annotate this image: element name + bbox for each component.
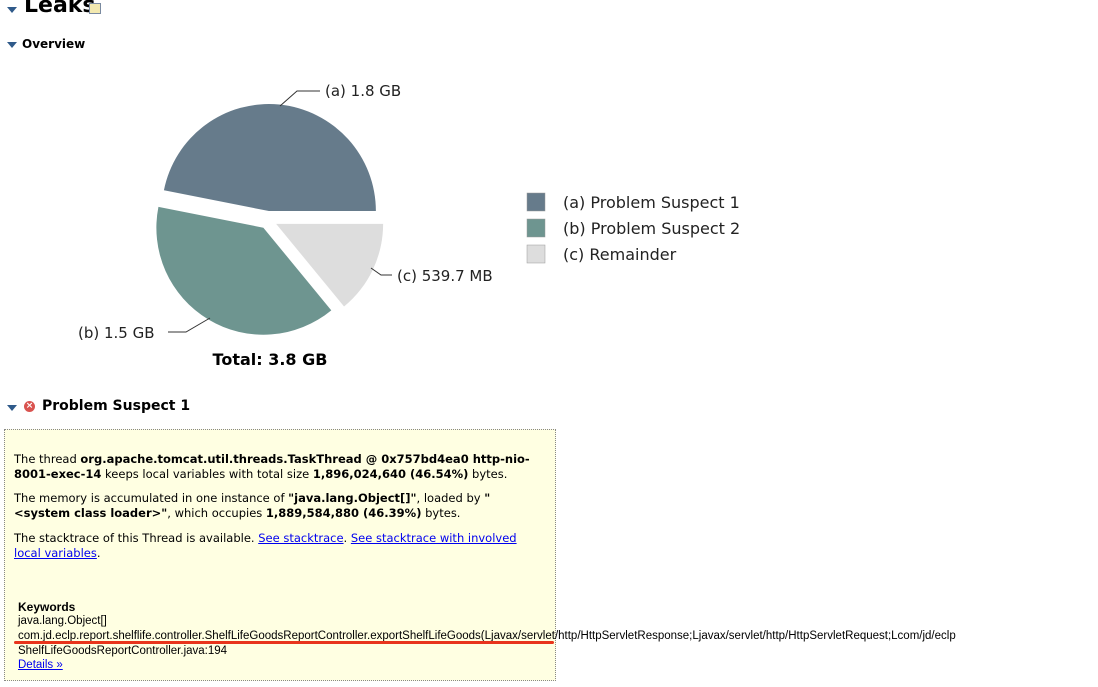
chart-total: Total: 3.8 GB	[213, 350, 328, 369]
label-leader-line	[279, 90, 320, 107]
collapse-overview-toggle[interactable]	[7, 42, 17, 48]
suspect-heading: Problem Suspect 1	[42, 398, 191, 414]
suspect-details-box: The thread org.apache.tomcat.util.thread…	[4, 429, 956, 681]
see-stacktrace-link[interactable]: See stacktrace	[258, 531, 344, 545]
report-icon[interactable]	[89, 3, 101, 14]
pie-slice-a[interactable]	[163, 104, 376, 212]
memory-description: The memory is accumulated in one instanc…	[14, 491, 491, 520]
legend-label: (c) Remainder	[563, 245, 677, 264]
overview-heading: Overview	[22, 37, 86, 51]
details-link[interactable]: Details »	[18, 659, 63, 671]
thread-description: The thread org.apache.tomcat.util.thread…	[14, 452, 530, 481]
collapse-leaks-toggle[interactable]	[7, 7, 17, 13]
stacktrace-description: The stacktrace of this Thread is availab…	[14, 531, 517, 560]
legend-label: (a) Problem Suspect 1	[563, 193, 740, 212]
slice-label: (a) 1.8 GB	[325, 82, 401, 100]
slice-label: (c) 539.7 MB	[397, 267, 493, 285]
see-stacktrace-variables-link[interactable]: See stacktrace with involved local varia…	[14, 531, 517, 560]
pie-chart: (a) 1.8 GB (b) 1.5 GB (c) 539.7 MB (a) Pro…	[78, 82, 740, 369]
pie-slice-b[interactable]	[156, 206, 332, 335]
legend-swatch	[526, 192, 546, 212]
keywords-heading: Keywords	[18, 600, 76, 614]
highlight-underline	[14, 641, 554, 644]
label-leader-line	[168, 317, 211, 333]
page-title: Leaks	[24, 0, 96, 18]
pie-slice-c[interactable]	[276, 223, 384, 307]
legend-label: (b) Problem Suspect 2	[563, 219, 740, 238]
details-link-wrap: Details »	[18, 658, 63, 673]
label-leader-line	[370, 267, 392, 276]
slice-label: (b) 1.5 GB	[78, 324, 155, 342]
collapse-suspect-toggle[interactable]	[7, 405, 17, 411]
keyword-item: com.jd.eclp.report.shelflife.controller.…	[18, 630, 956, 642]
error-icon: ×	[24, 401, 35, 412]
legend-swatch	[526, 218, 546, 238]
legend-swatch	[526, 244, 546, 264]
keyword-item: ShelfLifeGoodsReportController.java:194	[18, 645, 228, 657]
keyword-item: java.lang.Object[]	[18, 615, 107, 627]
